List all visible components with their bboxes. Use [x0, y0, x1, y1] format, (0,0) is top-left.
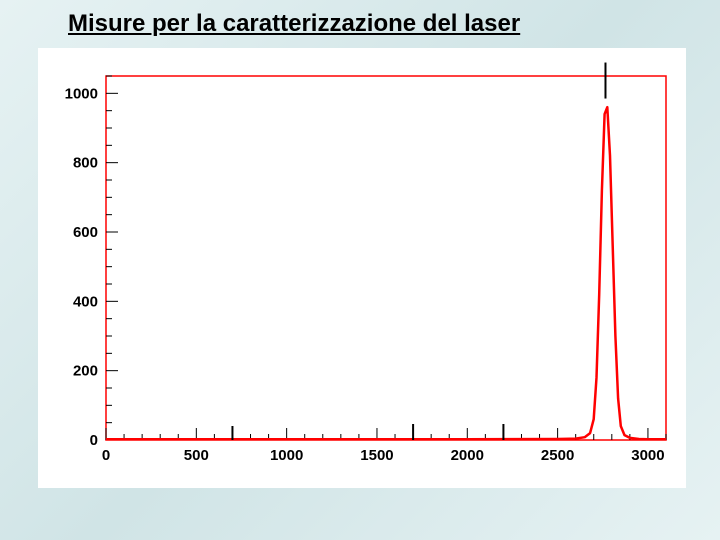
y-tick-label: 0	[90, 432, 98, 449]
slide-background: Misure per la caratterizzazione del lase…	[0, 0, 720, 540]
x-tick-label: 500	[184, 447, 209, 464]
y-tick-label: 600	[73, 224, 98, 241]
data-line	[106, 107, 666, 439]
x-tick-label: 2000	[451, 447, 484, 464]
x-tick-label: 3000	[631, 447, 664, 464]
slide-title: Misure per la caratterizzazione del lase…	[68, 10, 520, 38]
y-tick-label: 800	[73, 155, 98, 172]
plot-frame	[106, 76, 666, 440]
x-tick-label: 0	[102, 447, 110, 464]
x-tick-label: 2500	[541, 447, 574, 464]
y-tick-label: 1000	[65, 85, 98, 102]
x-tick-label: 1000	[270, 447, 303, 464]
histogram-plot: 0 500 1000 1500 2000 2500 3000 0 200 400 600 800 100…	[38, 48, 686, 488]
y-tick-label: 200	[73, 363, 98, 380]
y-tick-label: 400	[73, 293, 98, 310]
x-tick-label: 1500	[360, 447, 393, 464]
plot-container: 0 500 1000 1500 2000 2500 3000 0 200 400 600 800 100…	[38, 48, 686, 488]
